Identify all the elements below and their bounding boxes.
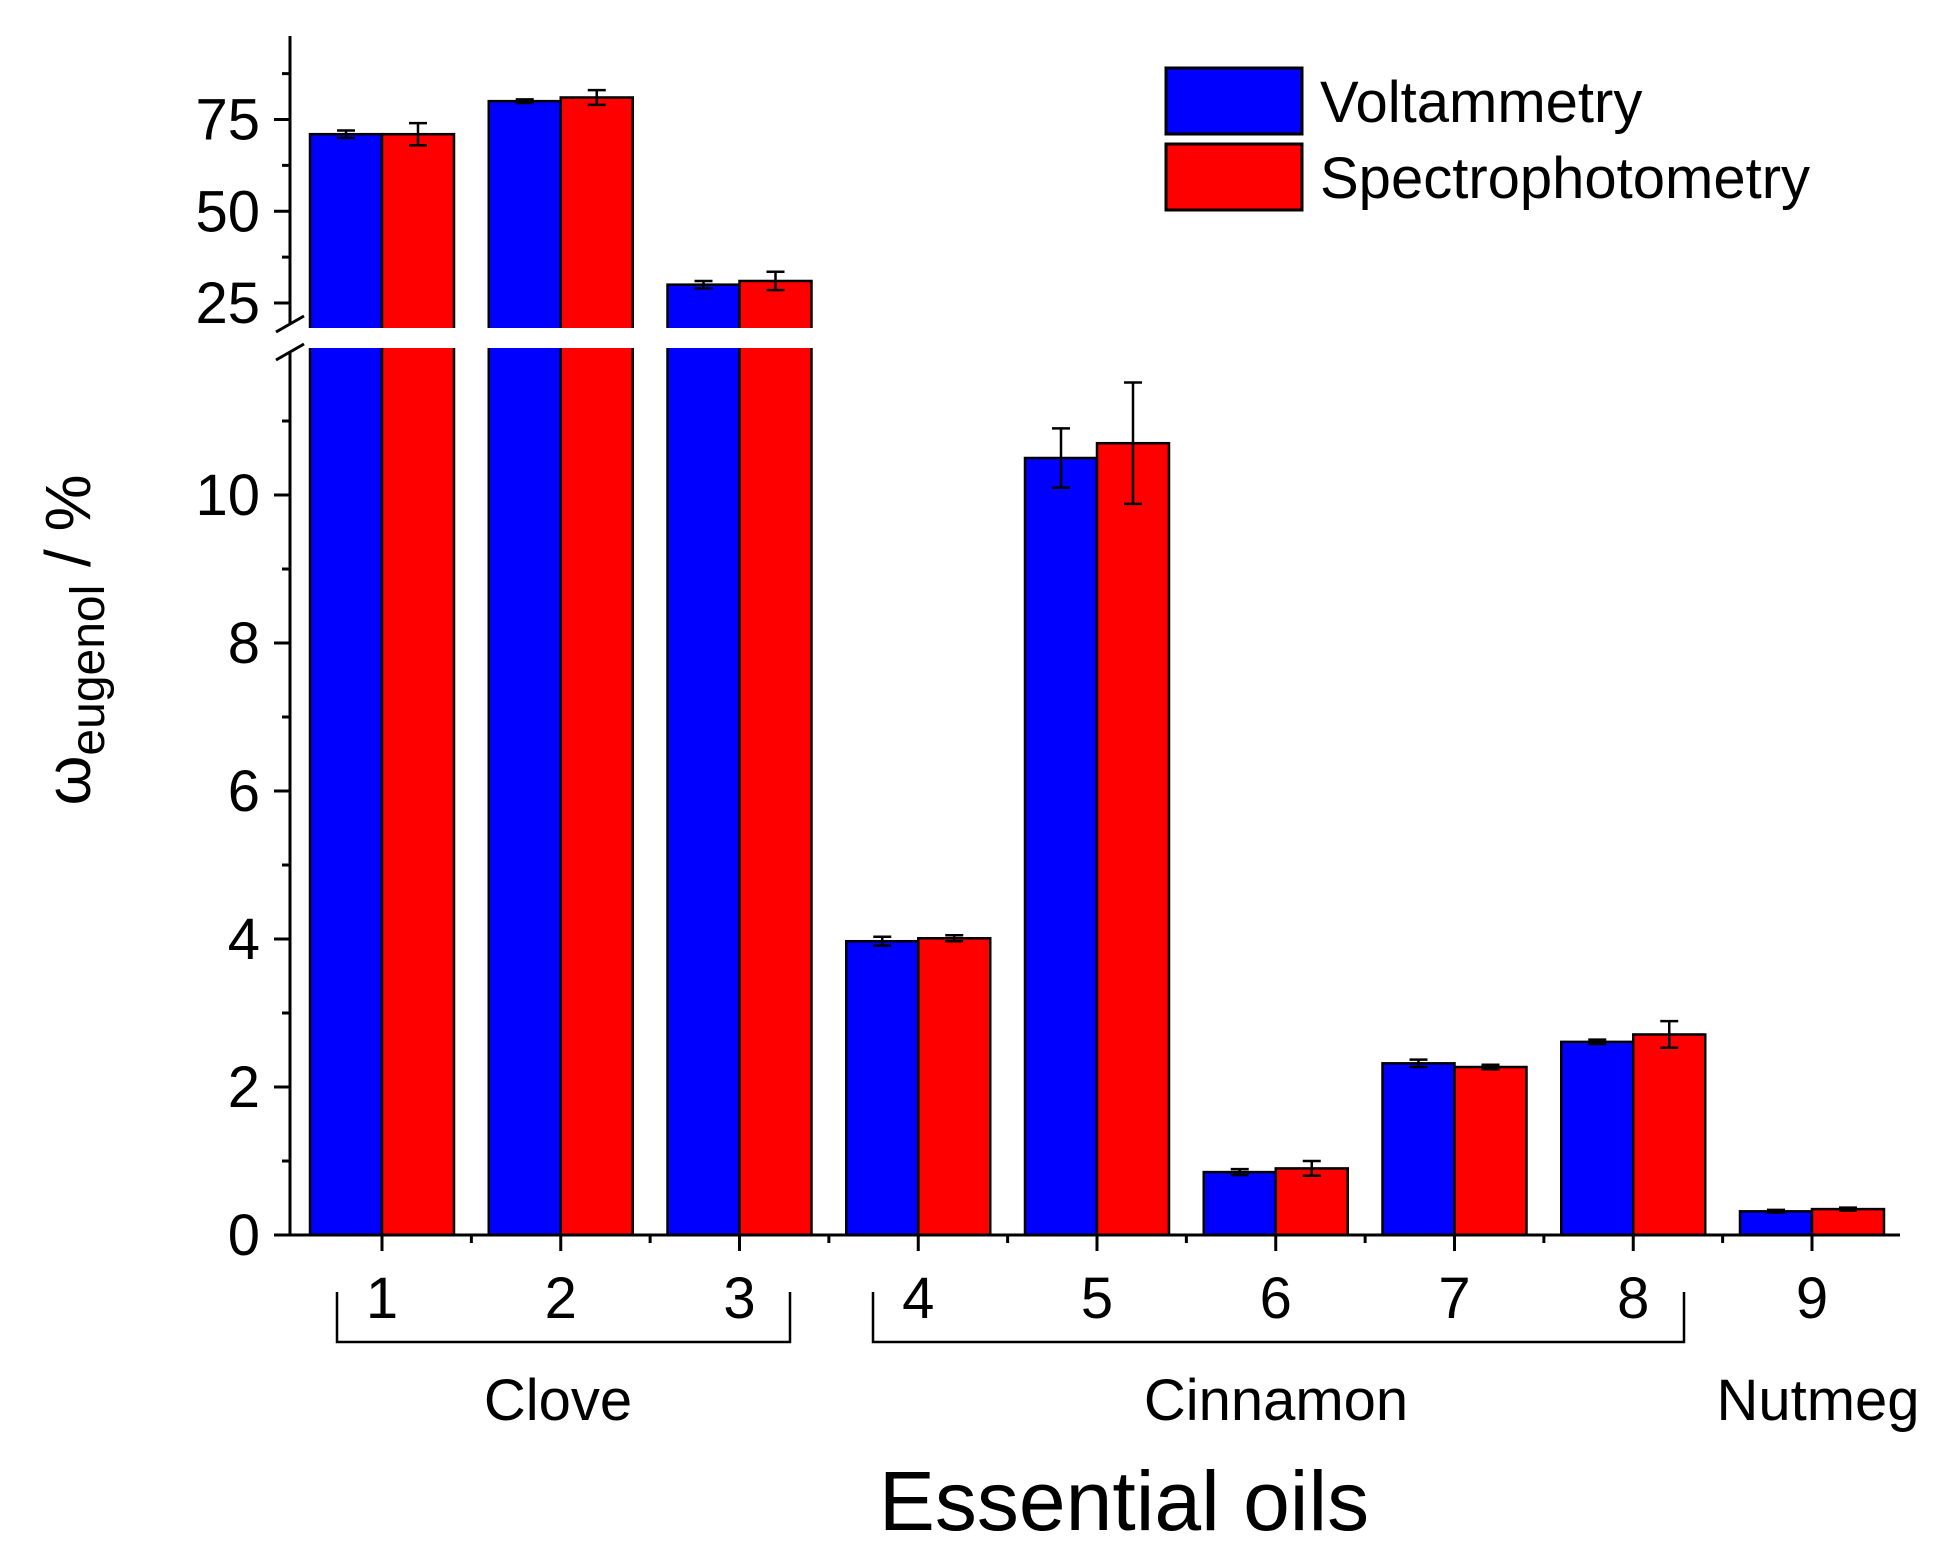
x-tick-label-4: 4 [902, 1266, 934, 1331]
x-tick-label-2: 2 [545, 1266, 577, 1331]
bar-spectrophotometry-4 [917, 937, 992, 1237]
x-axis-title: Essential oils [879, 1454, 1369, 1548]
plot-area: 0 2 4 6 8 10 25 50 75 1 2 3 4 5 6 7 8 9 Clove Cinnamon Nutme… [195, 36, 1920, 1433]
bar-voltammetry-6 [1202, 1170, 1277, 1237]
legend-label-voltammetry: Voltammetry [1320, 70, 1642, 135]
y-axis-break-mark-lower [275, 342, 305, 362]
y-tick-label-50: 50 [195, 179, 260, 244]
y-tick-label-0: 0 [228, 1203, 260, 1268]
bar-spectrophotometry-9 [1810, 1207, 1886, 1237]
y-tick-label-75: 75 [195, 88, 260, 153]
bar-spectrophotometry-1 [380, 132, 456, 1237]
axis-break-band [260, 328, 820, 348]
x-tick-label-3: 3 [723, 1266, 755, 1331]
group-label-clove: Clove [484, 1368, 632, 1433]
y-tick-label-4: 4 [228, 907, 260, 972]
x-tick-label-8: 8 [1617, 1266, 1649, 1331]
y-tick-label-10: 10 [195, 463, 260, 528]
group-bracket-clove [335, 1292, 792, 1344]
group-label-nutmeg: Nutmeg [1716, 1368, 1919, 1433]
bar-voltammetry-1 [308, 132, 384, 1237]
y-tick-label-2: 2 [228, 1055, 260, 1120]
bar-spectrophotometry-7 [1453, 1065, 1528, 1237]
x-tick-label-1: 1 [366, 1266, 398, 1331]
y-axis-unit: / % [32, 474, 104, 584]
legend-swatch-spectrophotometry [1164, 142, 1304, 212]
bar-spectrophotometry-5 [1095, 441, 1171, 1237]
bar-spectrophotometry-3 [738, 279, 813, 1237]
y-axis-symbol: ω [32, 756, 104, 806]
group-bracket-cinnamon [871, 1292, 1686, 1344]
bar-voltammetry-5 [1023, 456, 1099, 1237]
bar-spectrophotometry-6 [1274, 1167, 1349, 1237]
x-tick-label-5: 5 [1081, 1266, 1113, 1331]
legend-swatch-voltammetry [1164, 66, 1304, 136]
y-tick-label-8: 8 [228, 611, 260, 676]
bar-voltammetry-4 [845, 939, 920, 1237]
bar-voltammetry-2 [487, 99, 562, 1237]
x-tick-label-7: 7 [1438, 1266, 1470, 1331]
x-tick-label-6: 6 [1260, 1266, 1292, 1331]
legend: Voltammetry Spectrophotometry [1164, 66, 1810, 212]
x-tick-label-9: 9 [1796, 1266, 1828, 1331]
bar-voltammetry-9 [1738, 1210, 1814, 1237]
bar-spectrophotometry-8 [1632, 1033, 1707, 1237]
y-axis-title: ωeugenol / % [32, 474, 115, 805]
legend-label-spectrophotometry: Spectrophotometry [1320, 146, 1810, 211]
group-label-cinnamon: Cinnamon [1144, 1368, 1408, 1433]
y-axis-break-mark-upper [275, 314, 305, 334]
y-tick-label-6: 6 [228, 759, 260, 824]
y-axis-subscript: eugenol [62, 585, 115, 756]
bar-voltammetry-7 [1381, 1062, 1456, 1237]
bar-voltammetry-8 [1560, 1040, 1635, 1237]
y-tick-label-25: 25 [195, 271, 260, 336]
bar-spectrophotometry-2 [559, 96, 634, 1237]
bar-voltammetry-3 [666, 283, 741, 1237]
